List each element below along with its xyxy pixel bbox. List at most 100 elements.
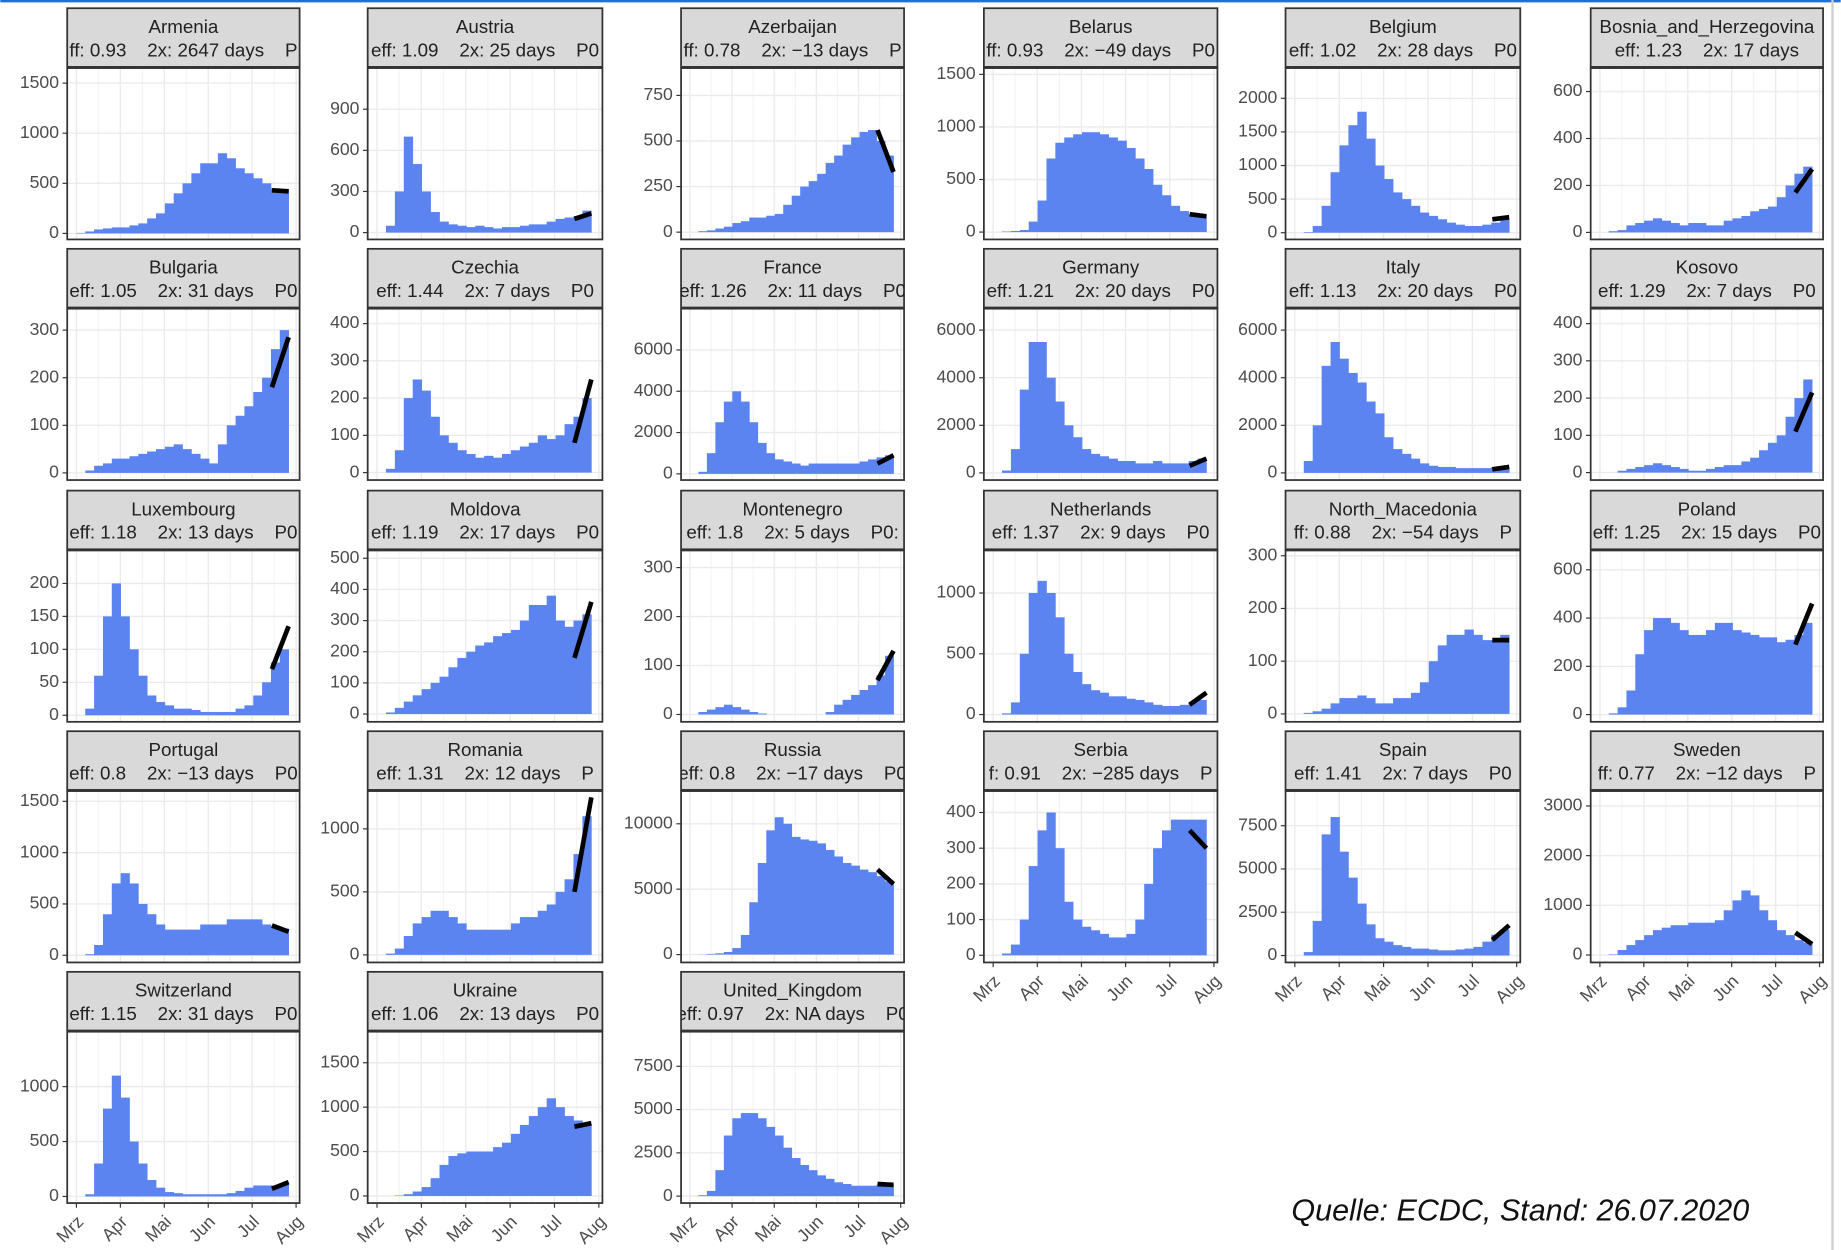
bar <box>1117 461 1127 473</box>
y-tick-label: 1000 <box>1238 154 1277 174</box>
bar <box>757 1118 767 1197</box>
bar <box>1321 834 1331 956</box>
bar <box>1019 653 1030 715</box>
bar <box>1473 946 1483 956</box>
y-tick-label: 200 <box>643 605 673 625</box>
bar <box>732 223 742 233</box>
fit-line <box>269 625 291 670</box>
y-tick-label: 0 <box>663 703 673 723</box>
bar <box>564 1116 574 1196</box>
bar <box>1446 222 1456 233</box>
bar <box>1312 920 1322 956</box>
fit-line <box>572 796 594 893</box>
bar <box>1073 672 1083 715</box>
bar <box>546 904 556 955</box>
bar <box>253 391 263 473</box>
panel-title: Montenegro <box>742 498 842 519</box>
panel-border <box>1589 307 1824 481</box>
panel-subtitle: eff: 1.41 2x: 7 days P0 <box>1294 762 1512 783</box>
bar <box>1339 851 1349 956</box>
bar <box>1002 953 1012 956</box>
bar <box>817 843 827 955</box>
bar <box>235 919 245 956</box>
bar <box>1108 937 1118 956</box>
y-tick-label: 1500 <box>20 72 59 92</box>
bar <box>85 231 95 234</box>
panel: Netherlands eff: 1.37 2x: 9 days P0 0 500 10… <box>937 489 1219 723</box>
bar <box>1679 925 1689 955</box>
bar <box>173 1193 183 1197</box>
bar <box>698 1195 708 1197</box>
y-tick-label: 5000 <box>634 1098 673 1118</box>
bar <box>1170 205 1181 233</box>
y-tick-label: 2000 <box>1543 844 1582 864</box>
panel-title: Czechia <box>451 256 519 277</box>
bar <box>493 457 503 473</box>
bar <box>1046 593 1056 715</box>
bar <box>475 225 485 233</box>
bar <box>1617 470 1627 473</box>
y-tick-label: 2500 <box>634 1142 673 1162</box>
bar <box>876 1184 886 1197</box>
bar <box>191 1194 201 1197</box>
bar <box>1019 919 1030 956</box>
bar <box>876 140 886 233</box>
panel: Bulgaria eff: 1.05 2x: 31 days P0 0 100 200 3… <box>30 247 301 482</box>
bar <box>1750 895 1760 955</box>
bar <box>1099 933 1110 956</box>
bar <box>1608 713 1618 715</box>
y-tick-label: 300 <box>1248 544 1278 564</box>
bar <box>808 1170 818 1197</box>
bar <box>757 442 767 474</box>
fit-line <box>271 187 289 194</box>
panel-subtitle: eff: 0.8 2x: −17 days P0 <box>678 762 907 783</box>
bar <box>439 910 449 955</box>
bar <box>749 1113 759 1197</box>
bar <box>102 228 113 234</box>
bar <box>564 879 574 955</box>
bar <box>1785 935 1795 955</box>
y-tick-label: 300 <box>30 319 60 339</box>
bar <box>1767 920 1778 955</box>
panel-title: Bulgaria <box>149 256 218 277</box>
strip-text: Luxembourg eff: 1.18 2x: 13 days P0 <box>69 498 297 542</box>
bar <box>519 620 530 715</box>
bar <box>1626 468 1636 473</box>
bar <box>1188 819 1198 956</box>
bar <box>1446 466 1456 473</box>
panel-border <box>982 67 1219 241</box>
bar <box>1303 232 1314 233</box>
bar <box>1803 942 1813 955</box>
bar <box>1419 212 1430 233</box>
bar <box>868 459 877 474</box>
y-tick-label: 0 <box>350 1185 360 1205</box>
bar <box>1179 819 1189 956</box>
bar <box>493 1147 503 1196</box>
bar <box>1188 702 1198 715</box>
bar <box>430 910 440 955</box>
bar <box>510 227 521 233</box>
bar <box>1393 698 1403 714</box>
panel-subtitle: eff: 1.8 2x: 5 days P0: <box>686 522 898 543</box>
bar <box>1455 468 1465 473</box>
bar <box>1697 470 1707 473</box>
y-tick-label: 0 <box>663 943 673 963</box>
y-tick-label: 500 <box>1248 188 1278 208</box>
fit-line <box>573 1120 592 1129</box>
bar <box>774 1135 784 1197</box>
bar <box>1366 924 1376 956</box>
bar <box>1706 630 1716 715</box>
bar <box>1723 465 1733 473</box>
y-tick-label: 600 <box>1553 558 1583 578</box>
bar <box>868 1185 877 1197</box>
y-tick-label: 0 <box>966 703 976 723</box>
y-tick-label: 50 <box>39 671 59 691</box>
bar <box>457 1153 467 1196</box>
bar <box>1767 637 1778 715</box>
bar <box>783 204 793 233</box>
